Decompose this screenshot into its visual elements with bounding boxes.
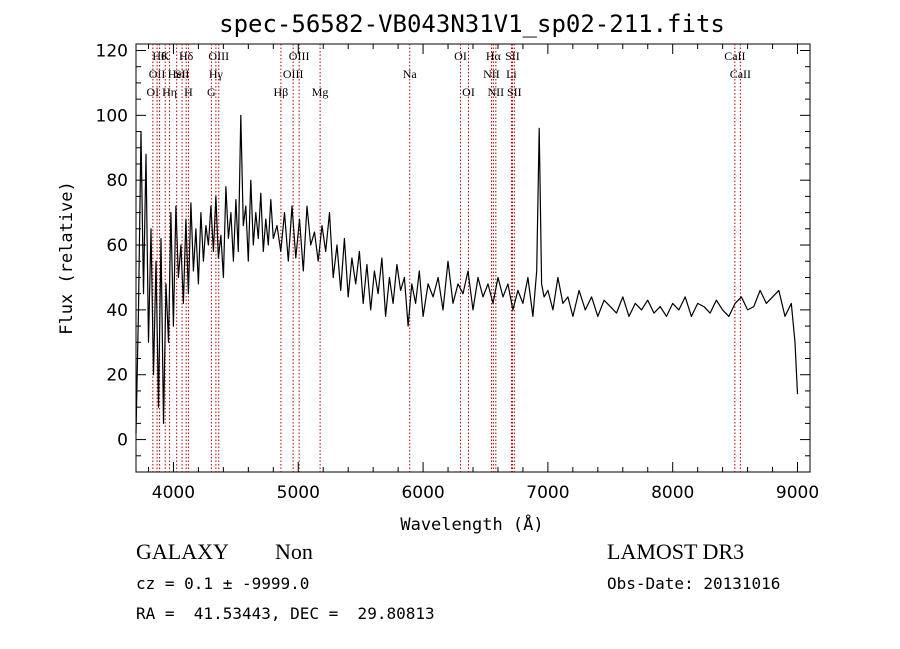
plot-frame	[135, 43, 811, 473]
line-label: NII	[488, 85, 505, 99]
y-tick-label: 120	[96, 41, 128, 61]
y-tick-label: 20	[106, 366, 128, 386]
line-label: Mg	[312, 85, 329, 99]
survey-name: LAMOST DR3	[607, 539, 745, 564]
x-tick-label: 7000	[526, 483, 569, 503]
line-label: OIII	[208, 49, 229, 63]
line-label: Na	[403, 67, 418, 81]
observation-date: Obs-Date: 20131016	[607, 574, 781, 593]
line-label: SII	[507, 85, 522, 99]
x-axis-label: Wavelength (Å)	[400, 513, 543, 535]
x-tick-label: 6000	[401, 483, 444, 503]
chart-title: spec-56582-VB043N31V1_sp02-211.fits	[219, 10, 725, 38]
object-class: GALAXY	[136, 539, 229, 564]
line-label: CaII	[730, 67, 751, 81]
line-label: NII	[483, 67, 500, 81]
spectrum-series	[135, 114, 799, 434]
x-tick-label: 9000	[776, 483, 819, 503]
line-label: Hγ	[209, 67, 224, 81]
line-label: OIII	[289, 49, 310, 63]
y-tick-label: 40	[106, 301, 128, 321]
object-subclass: Non	[275, 539, 313, 564]
y-axis-ticks: 0 20 40 60 80 100 120	[96, 41, 810, 473]
coordinates-text: RA = 41.53443, DEC = 29.80813	[136, 604, 435, 623]
line-label: OI	[454, 49, 467, 63]
x-tick-label: 5000	[277, 483, 320, 503]
y-axis-label: Flux (relative)	[57, 181, 77, 335]
redshift-text: cz = 0.1 ± -9999.0	[136, 574, 310, 593]
y-tick-label: 100	[96, 106, 128, 126]
x-tick-label: 8000	[651, 483, 694, 503]
line-label: Hβ	[274, 85, 289, 99]
line-label: SII	[505, 49, 520, 63]
line-label: OIII	[283, 67, 304, 81]
y-tick-label: 80	[106, 171, 128, 191]
line-label: Hη	[162, 85, 177, 99]
line-label: Hδ	[179, 49, 194, 63]
line-label: H	[184, 85, 193, 99]
x-tick-label: 4000	[152, 483, 195, 503]
line-label: OI	[147, 85, 160, 99]
y-tick-label: 60	[106, 236, 128, 256]
line-label: G	[207, 85, 216, 99]
line-label: CaII	[724, 49, 745, 63]
line-label: Li	[506, 67, 517, 81]
y-tick-label: 0	[117, 431, 128, 451]
x-axis-ticks: 4000 5000 6000 7000 8000 9000	[147, 44, 819, 503]
line-label: Hα	[486, 49, 502, 63]
line-label: OII	[149, 67, 166, 81]
line-label: Hθ	[152, 49, 167, 63]
line-label: SII	[175, 67, 190, 81]
line-label: K	[161, 49, 170, 63]
spectrum-line	[135, 114, 799, 434]
line-label: HeI	[168, 67, 186, 81]
emission-line-markers: OIOIIHθKHηHeISIIHδHHγGOIIIHβOIIIOIIIMgNa…	[147, 44, 751, 472]
line-label: OI	[462, 85, 475, 99]
